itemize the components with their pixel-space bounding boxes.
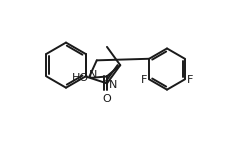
Text: F: F — [140, 75, 147, 85]
Text: N: N — [109, 80, 117, 90]
Text: N: N — [88, 70, 96, 80]
Text: F: F — [186, 75, 192, 85]
Text: HO: HO — [72, 73, 89, 83]
Text: O: O — [102, 94, 111, 104]
